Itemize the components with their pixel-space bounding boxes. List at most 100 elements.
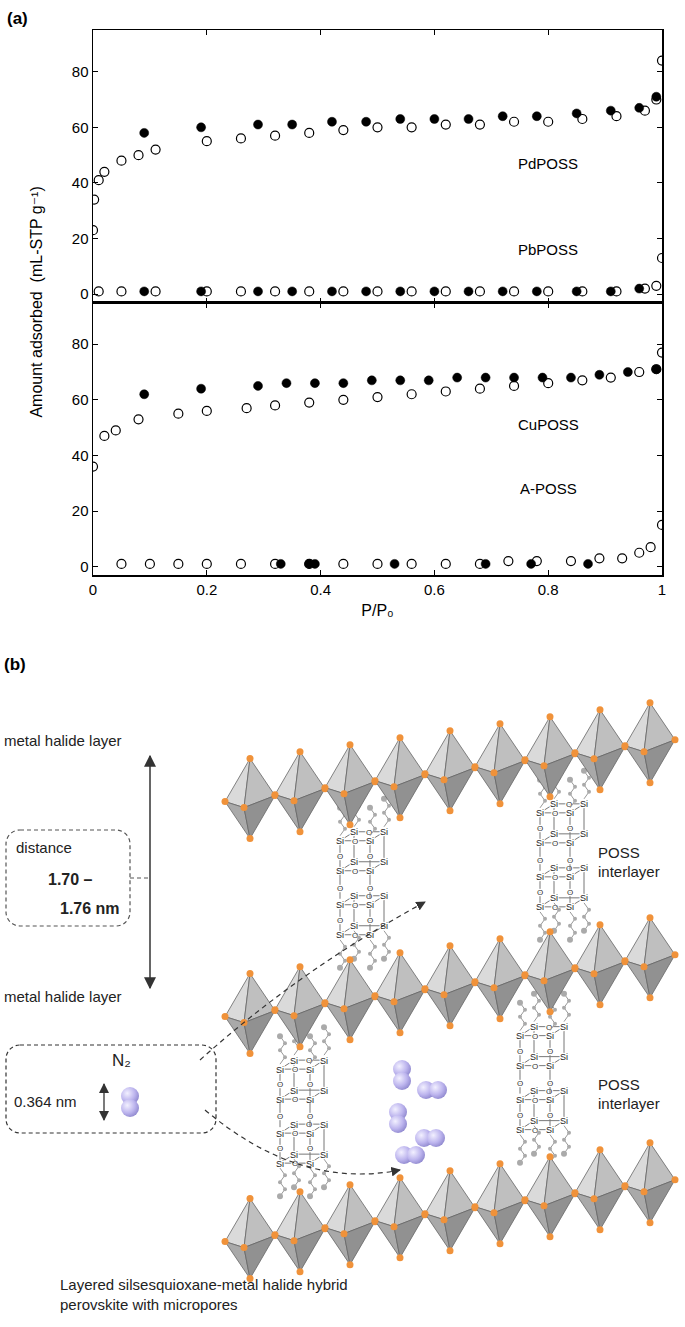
svg-text:Si: Si	[320, 1120, 328, 1130]
svg-text:0.2: 0.2	[196, 581, 217, 598]
svg-text:Si: Si	[546, 1125, 554, 1135]
svg-text:0.6: 0.6	[424, 581, 445, 598]
svg-text:O: O	[547, 1079, 553, 1088]
svg-text:O: O	[292, 1095, 298, 1104]
svg-text:Si: Si	[550, 893, 558, 903]
svg-text:1.76 nm: 1.76 nm	[60, 900, 120, 917]
svg-text:perovskite with micropores: perovskite with micropores	[60, 1296, 238, 1313]
svg-text:O: O	[277, 1080, 283, 1089]
svg-text:Si: Si	[530, 1116, 538, 1126]
svg-text:Si: Si	[336, 900, 344, 910]
svg-text:Si: Si	[580, 893, 588, 903]
svg-text:Si: Si	[380, 827, 388, 837]
svg-text:O: O	[337, 884, 343, 893]
svg-text:O: O	[567, 824, 573, 833]
svg-text:O: O	[292, 1065, 298, 1074]
svg-text:Si: Si	[320, 1150, 328, 1160]
svg-text:Si: Si	[560, 1086, 568, 1096]
svg-text:(b): (b)	[4, 655, 26, 674]
svg-text:Si: Si	[566, 902, 574, 912]
svg-text:Si: Si	[566, 838, 574, 848]
svg-text:distance: distance	[16, 839, 72, 856]
svg-text:O: O	[517, 1111, 523, 1120]
svg-text:O: O	[352, 901, 358, 910]
svg-text:(a): (a)	[7, 9, 28, 28]
svg-text:Si: Si	[336, 930, 344, 940]
svg-text:Si: Si	[566, 808, 574, 818]
svg-text:Si: Si	[546, 1095, 554, 1105]
svg-text:Layered silsesquioxane-metal h: Layered silsesquioxane-metal halide hybr…	[60, 1276, 348, 1293]
svg-text:Si: Si	[580, 829, 588, 839]
svg-text:Si: Si	[290, 1086, 298, 1096]
svg-text:1.70 –: 1.70 –	[48, 871, 93, 888]
svg-text:Si: Si	[516, 1125, 524, 1135]
svg-text:80: 80	[72, 63, 89, 80]
svg-text:40: 40	[72, 447, 89, 464]
svg-text:Si: Si	[550, 829, 558, 839]
svg-text:O: O	[537, 824, 543, 833]
svg-text:O: O	[552, 809, 558, 818]
svg-text:Si: Si	[276, 1129, 284, 1139]
svg-text:Si: Si	[276, 1159, 284, 1169]
svg-text:Si: Si	[536, 808, 544, 818]
svg-text:0: 0	[80, 285, 88, 302]
svg-text:0.364 nm: 0.364 nm	[14, 1093, 77, 1110]
svg-text:Si: Si	[560, 1052, 568, 1062]
svg-text:80: 80	[72, 335, 89, 352]
svg-text:Si: Si	[290, 1120, 298, 1130]
svg-text:O: O	[537, 888, 543, 897]
svg-text:O: O	[547, 1047, 553, 1056]
svg-text:O: O	[517, 1047, 523, 1056]
svg-text:A-POSS: A-POSS	[520, 480, 577, 497]
svg-text:O: O	[337, 916, 343, 925]
svg-text:0: 0	[80, 558, 88, 575]
svg-text:POSS: POSS	[598, 844, 640, 861]
svg-text:O: O	[532, 1032, 538, 1041]
svg-text:Si: Si	[516, 1095, 524, 1105]
svg-text:O: O	[367, 884, 373, 893]
svg-text:Si: Si	[290, 1150, 298, 1160]
svg-text:60: 60	[72, 391, 89, 408]
svg-text:Si: Si	[580, 799, 588, 809]
svg-text:0: 0	[89, 581, 97, 598]
svg-text:metal halide layer: metal halide layer	[4, 988, 122, 1005]
svg-text:Si: Si	[550, 863, 558, 873]
svg-text:Si: Si	[306, 1065, 314, 1075]
svg-text:1: 1	[658, 581, 666, 598]
svg-text:O: O	[367, 916, 373, 925]
svg-text:O: O	[292, 1129, 298, 1138]
svg-text:Si: Si	[290, 1056, 298, 1066]
svg-text:interlayer: interlayer	[598, 863, 660, 880]
svg-text:Si: Si	[366, 900, 374, 910]
svg-text:O: O	[552, 873, 558, 882]
svg-text:Amount adsorbed (mL-STP g⁻¹): Amount adsorbed (mL-STP g⁻¹)	[28, 186, 45, 417]
svg-text:O: O	[307, 1144, 313, 1153]
svg-text:Si: Si	[366, 866, 374, 876]
svg-text:PbPOSS: PbPOSS	[518, 241, 578, 258]
svg-text:metal halide layer: metal halide layer	[4, 732, 122, 749]
svg-text:Si: Si	[580, 863, 588, 873]
svg-text:20: 20	[72, 502, 89, 519]
svg-text:O: O	[277, 1144, 283, 1153]
svg-text:Si: Si	[336, 866, 344, 876]
svg-text:O: O	[307, 1080, 313, 1089]
svg-text:Si: Si	[566, 872, 574, 882]
svg-text:Si: Si	[546, 1031, 554, 1041]
svg-text:Si: Si	[380, 857, 388, 867]
svg-text:60: 60	[72, 119, 89, 136]
svg-text:Si: Si	[560, 1022, 568, 1032]
svg-text:O: O	[517, 1079, 523, 1088]
svg-text:O: O	[352, 867, 358, 876]
svg-text:Si: Si	[336, 836, 344, 846]
svg-text:Si: Si	[320, 1056, 328, 1066]
svg-text:Si: Si	[560, 1116, 568, 1126]
svg-text:Si: Si	[350, 857, 358, 867]
svg-text:Si: Si	[530, 1022, 538, 1032]
svg-text:0.8: 0.8	[538, 581, 559, 598]
svg-text:O: O	[532, 1062, 538, 1071]
svg-text:PdPOSS: PdPOSS	[518, 155, 578, 172]
svg-text:O: O	[567, 888, 573, 897]
svg-text:Si: Si	[380, 921, 388, 931]
svg-text:interlayer: interlayer	[598, 1095, 660, 1112]
svg-text:Si: Si	[350, 827, 358, 837]
